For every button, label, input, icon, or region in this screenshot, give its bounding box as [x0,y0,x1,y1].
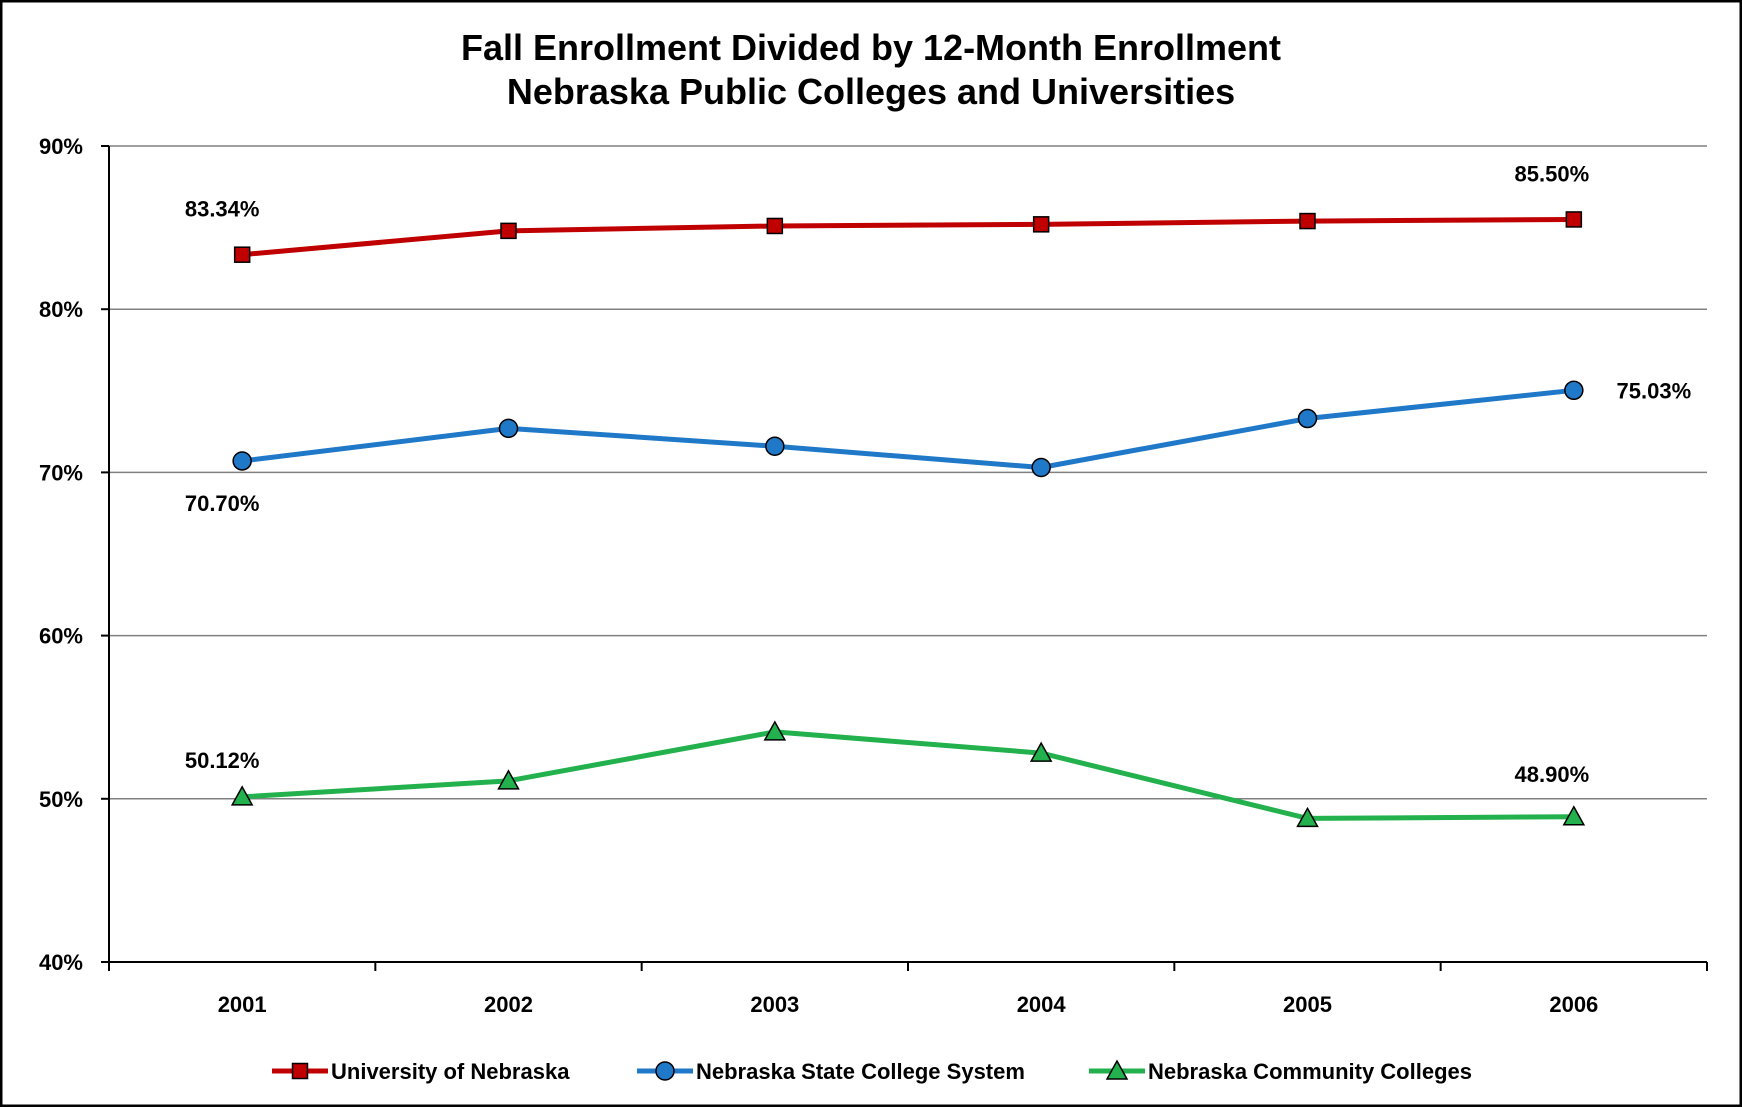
series-lines [230,211,1586,828]
x-tick-label: 2002 [484,992,533,1017]
data-point-nebraska-state-college-system [1297,408,1318,429]
legend: University of Nebraska Nebraska State Col… [272,1059,1472,1084]
y-tick-label: 50% [39,787,83,812]
series-nebraska-community-colleges [230,720,1586,828]
data-label: 75.03% [1617,378,1692,403]
data-label: 85.50% [1515,161,1590,186]
data-point-university-of-nebraska [233,246,251,263]
data-point-nebraska-state-college-system [1564,380,1584,401]
series-nebraska-state-college-system [232,380,1584,478]
series-line-university-of-nebraska [241,216,1574,258]
data-point-university-of-nebraska [1032,216,1050,233]
y-tick-label: 80% [39,297,83,322]
y-tick-label: 70% [39,460,83,485]
data-point-nebraska-state-college-system [498,418,519,439]
legend-item-university-of-nebraska: University of Nebraska [272,1059,570,1084]
data-point-nebraska-community-colleges [763,720,787,741]
data-point-university-of-nebraska [1299,212,1316,230]
data-point-university-of-nebraska [1565,211,1583,228]
chart-title: Fall Enrollment Divided by 12-Month Enro… [461,27,1281,68]
data-point-nebraska-community-colleges [1562,805,1586,826]
series-university-of-nebraska [233,211,1583,263]
series-line-nebraska-community-colleges [242,729,1574,821]
data-label: 70.70% [185,491,260,516]
series-line-nebraska-state-college-system [241,387,1575,471]
x-tick-label: 2006 [1549,992,1598,1017]
gridlines [109,145,1707,800]
legend-marker [655,1061,675,1081]
data-point-nebraska-community-colleges [1296,806,1319,828]
data-point-nebraska-state-college-system [765,436,785,457]
x-tick-label: 2005 [1283,992,1332,1017]
legend-label: Nebraska State College System [696,1059,1025,1084]
legend-item-nebraska-community-colleges: Nebraska Community Colleges [1089,1059,1472,1084]
data-label: 83.34% [185,197,260,222]
y-tick-label: 60% [39,624,83,649]
legend-item-nebraska-state-college-system: Nebraska State College System [637,1059,1025,1084]
x-tick-label: 2001 [218,992,267,1017]
data-point-nebraska-community-colleges [230,785,254,806]
x-tick-label: 2003 [750,992,799,1017]
data-labels: 83.34% 85.50% 70.70% 75.03% 50.12% 48.90% [185,161,1691,786]
data-point-nebraska-community-colleges [1029,741,1053,762]
legend-marker [1105,1059,1129,1080]
y-tick-label: 90% [39,134,83,159]
legend-label: University of Nebraska [331,1059,570,1084]
data-point-nebraska-state-college-system [232,451,252,471]
axes: 40% 50% 60% 70% 80% 90% 2001 2002 2003 2004 2005 20… [39,134,1708,1017]
legend-marker [291,1062,309,1080]
data-label: 48.90% [1515,762,1590,787]
data-label: 50.12% [185,748,260,773]
data-point-university-of-nebraska [766,217,784,235]
x-tick-label: 2004 [1017,992,1067,1017]
y-tick-label: 40% [39,950,83,975]
data-point-nebraska-state-college-system [1031,457,1051,478]
legend-label: Nebraska Community Colleges [1148,1059,1472,1084]
data-point-university-of-nebraska [500,222,517,240]
chart-subtitle: Nebraska Public Colleges and Universitie… [507,71,1235,112]
data-point-nebraska-community-colleges [497,769,520,790]
